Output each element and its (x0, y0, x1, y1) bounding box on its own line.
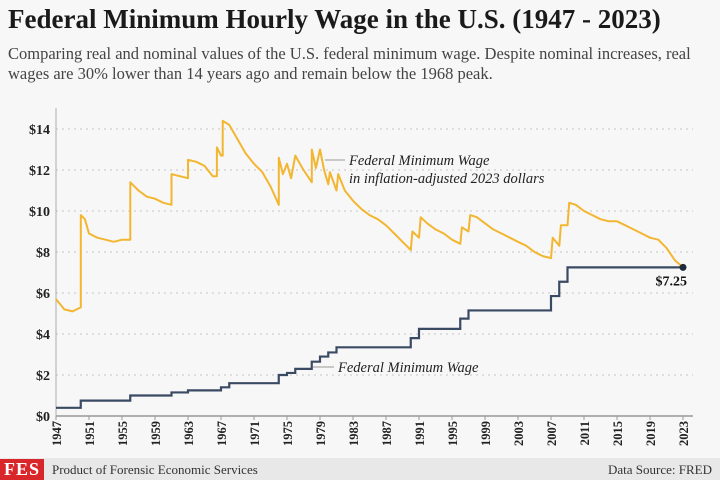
y-tick-label: $2 (36, 369, 50, 384)
x-tick-label: 1971 (248, 421, 262, 446)
endpoint-label: $7.25 (656, 274, 688, 289)
footer: FES Product of Forensic Economic Service… (0, 458, 720, 480)
data-source: Data Source: FRED (608, 462, 712, 477)
x-tick-label: 2011 (578, 421, 592, 445)
x-tick-label: 2007 (545, 421, 559, 446)
endpoint-marker (679, 263, 687, 271)
fes-logo: FES (0, 459, 44, 480)
y-tick-label: $4 (36, 328, 50, 343)
x-tick-label: 2003 (512, 421, 526, 446)
y-tick-label: $0 (36, 410, 50, 425)
product-credit: Product of Forensic Economic Services (52, 462, 258, 477)
x-tick-label: 1987 (380, 421, 394, 446)
y-tick-label: $14 (29, 123, 50, 138)
page-title: Federal Minimum Hourly Wage in the U.S. … (8, 4, 661, 34)
real-series-label: Federal Minimum Wage (348, 153, 490, 169)
x-tick-label: 2023 (677, 421, 691, 446)
x-tick-label: 1951 (83, 421, 97, 446)
page-subtitle: Comparing real and nominal values of the… (8, 44, 691, 83)
x-tick-label: 1991 (413, 421, 427, 446)
x-tick-label: 1967 (215, 421, 229, 446)
y-tick-label: $6 (36, 287, 50, 302)
x-tick-label: 1955 (116, 421, 130, 446)
x-tick-label: 1979 (314, 421, 328, 446)
x-tick-label: 2015 (611, 421, 625, 446)
nominal-series-label: Federal Minimum Wage (337, 360, 479, 376)
y-tick-label: $12 (29, 164, 50, 179)
x-tick-label: 1995 (446, 421, 460, 446)
x-tick-label: 1999 (479, 421, 493, 446)
x-tick-label: 1983 (347, 421, 361, 446)
real-wage-line (55, 119, 684, 313)
real-series-label-line2: in inflation-adjusted 2023 dollars (349, 171, 545, 187)
y-tick-label: $8 (36, 246, 50, 261)
nominal-wage-line (56, 266, 683, 409)
x-tick-label: 2019 (644, 421, 658, 446)
x-tick-label: 1959 (149, 421, 163, 446)
x-tick-label: 1947 (50, 421, 64, 446)
y-tick-label: $10 (29, 205, 50, 220)
x-tick-label: 1975 (281, 421, 295, 446)
wage-chart: $0 $2 $4 $6 $8 $10 $12 $14 1947 1951 1955 1959 1963 1… (29, 108, 693, 446)
x-tick-label: 1963 (182, 421, 196, 446)
